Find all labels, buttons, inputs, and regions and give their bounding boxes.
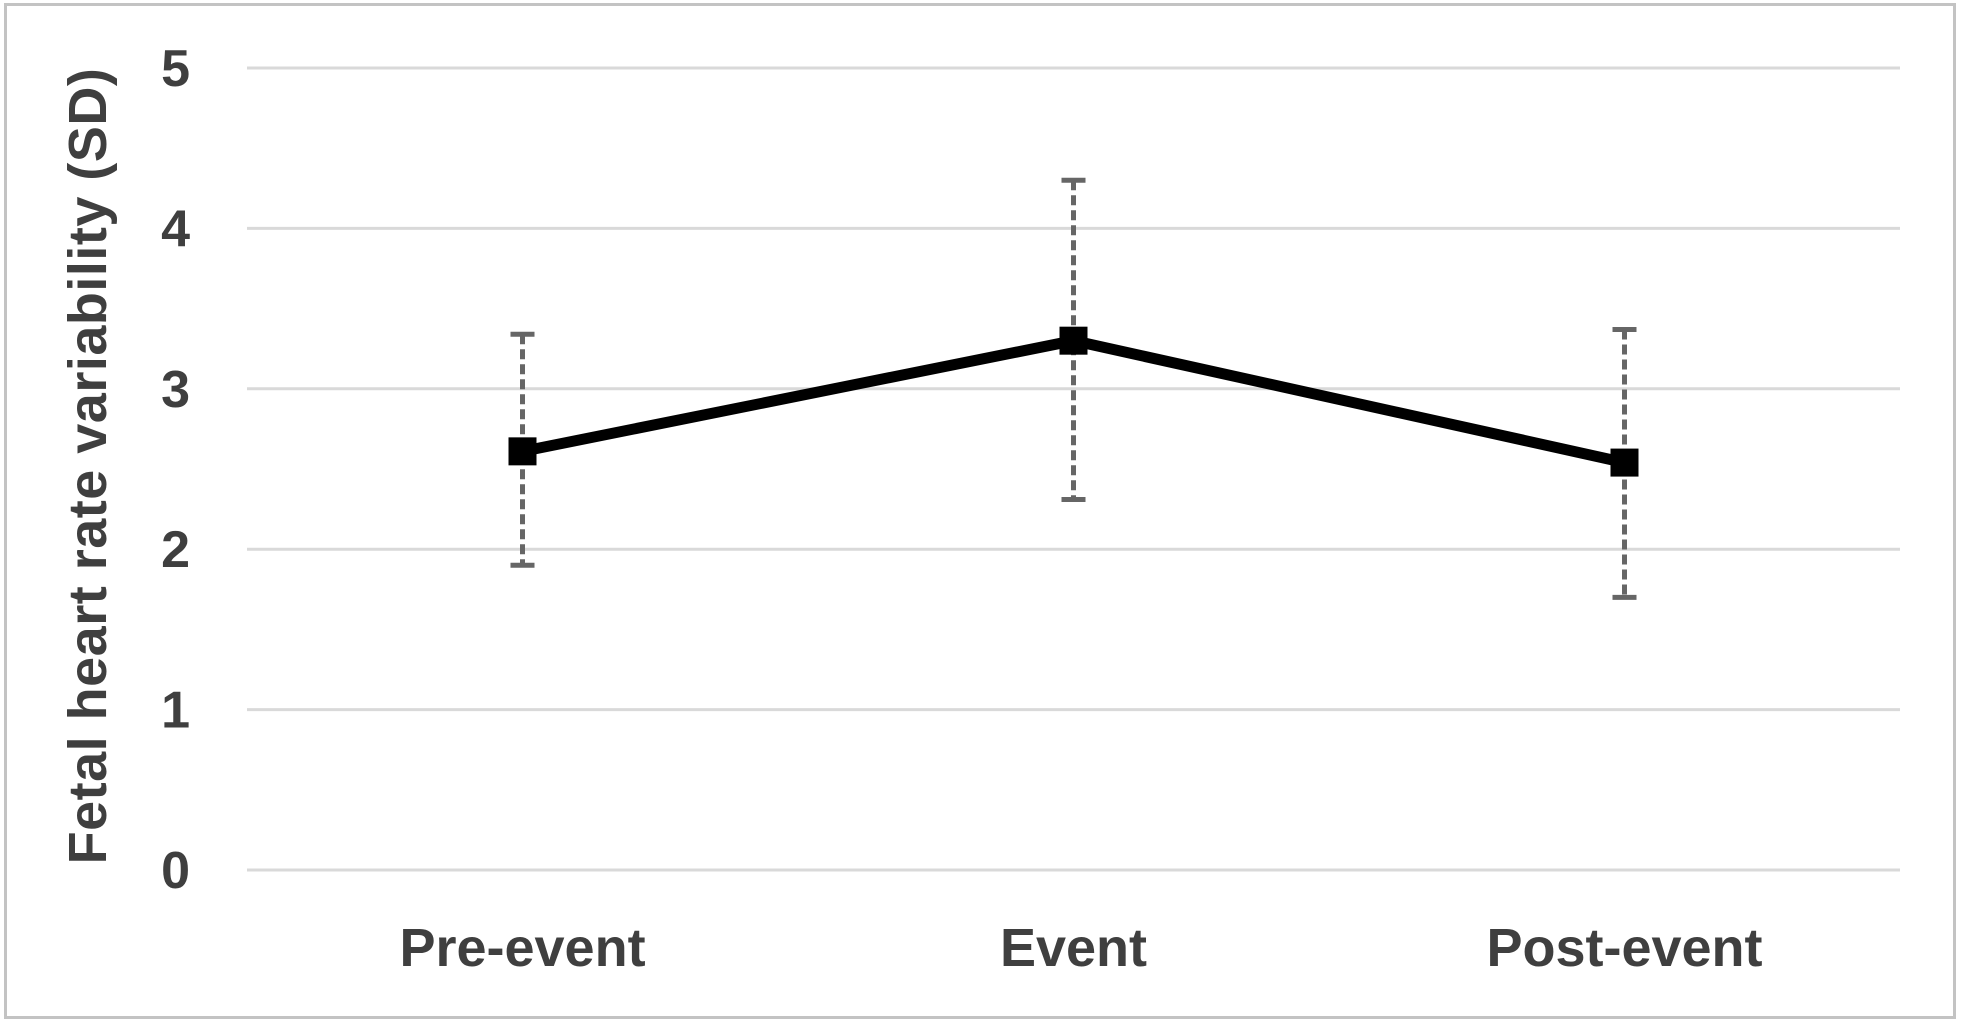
series-markers (508, 326, 1639, 477)
y-tick-label: 5 (161, 40, 190, 98)
data-point-marker (508, 437, 537, 466)
data-point-marker (1059, 326, 1088, 355)
x-axis-category-labels: Pre-event Event Post-event (399, 918, 1762, 978)
y-axis-tick-labels: 5 4 3 2 1 0 (161, 40, 190, 900)
y-tick-label: 0 (161, 842, 190, 900)
x-category-label: Event (1000, 918, 1147, 978)
x-category-label: Pre-event (399, 918, 645, 978)
y-tick-label: 4 (161, 200, 190, 258)
figure-border (4, 3, 1956, 1019)
x-category-label: Post-event (1486, 918, 1762, 978)
data-point-marker (1610, 448, 1639, 477)
y-tick-label: 3 (161, 361, 190, 419)
y-axis-title: Fetal heart rate variability (SD) (58, 67, 118, 865)
y-tick-label: 2 (161, 521, 190, 579)
y-tick-label: 1 (161, 682, 190, 740)
